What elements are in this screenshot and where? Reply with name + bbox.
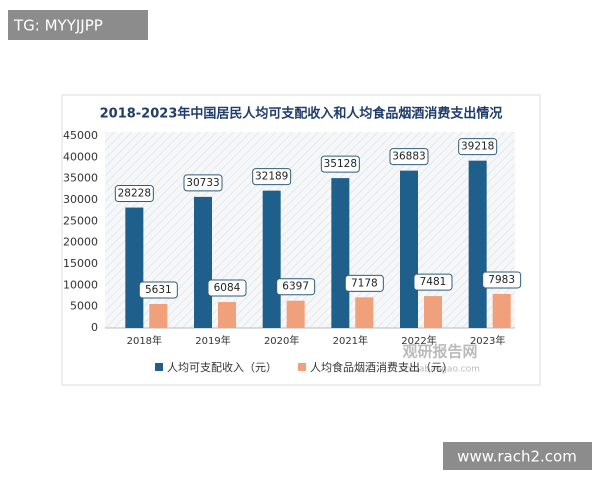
value-label-box: [276, 278, 316, 296]
x-tick-label: 2022年: [401, 334, 436, 347]
y-tick-label: 35000: [63, 172, 98, 185]
watermark-box: [443, 442, 592, 470]
value-label: 6397: [282, 281, 309, 293]
y-tick-label: 10000: [63, 278, 98, 291]
source-watermark: chinabaogao.com: [400, 365, 480, 375]
watermark: www.rach2.com: [457, 448, 577, 466]
bar: [218, 302, 236, 328]
y-tick-label: 0: [91, 321, 98, 334]
x-tick-label: 2021年: [333, 334, 368, 347]
value-label: 5631: [145, 284, 172, 296]
value-label-box: [207, 279, 247, 297]
chart-title: 2018-2023年中国居民人均可支配收入和人均食品烟酒消费支出情况: [100, 106, 503, 122]
value-label-box: [114, 185, 154, 203]
bar: [262, 190, 281, 328]
value-label: 7178: [351, 277, 378, 289]
value-label: 7983: [488, 274, 515, 286]
value-label-box: [413, 273, 453, 291]
legend-swatch: [155, 363, 163, 371]
y-tick-label: 30000: [63, 193, 98, 206]
bar: [194, 196, 212, 328]
value-label: 28228: [118, 188, 151, 200]
value-label: 6084: [214, 282, 241, 294]
legend-label: 人均食品烟酒消费支出（元）: [310, 360, 453, 374]
watermark-box: [8, 10, 148, 40]
plot-area: [105, 132, 515, 328]
legend-swatch: [298, 363, 306, 371]
bar: [492, 293, 511, 328]
value-label-box: [458, 138, 498, 156]
value-label: 36883: [392, 151, 425, 163]
bar: [400, 170, 418, 328]
value-label: 32189: [255, 171, 288, 183]
legend-label: 人均可支配收入（元）: [167, 360, 277, 374]
bar: [149, 303, 168, 328]
y-tick-label: 20000: [63, 236, 98, 249]
value-label: 30733: [186, 177, 219, 189]
value-label-box: [344, 274, 384, 292]
x-tick-label: 2019年: [195, 334, 230, 347]
bar: [355, 297, 374, 328]
value-label: 39218: [461, 141, 494, 153]
y-tick-label: 40000: [63, 150, 98, 163]
value-label-box: [183, 174, 223, 192]
y-tick-label: 45000: [63, 129, 98, 142]
value-label: 7481: [420, 276, 447, 288]
bar: [331, 178, 350, 328]
value-label: 35128: [324, 158, 357, 170]
value-label-box: [252, 168, 292, 186]
x-tick-label: 2023年: [470, 334, 505, 347]
watermark: TG: MYYJJPP: [13, 17, 103, 35]
bar: [424, 296, 442, 328]
value-label-box: [482, 271, 522, 289]
value-label-box: [138, 281, 178, 299]
x-tick-label: 2020年: [264, 334, 299, 347]
x-tick-label: 2018年: [127, 334, 162, 347]
y-tick-label: 25000: [63, 214, 98, 227]
y-tick-label: 5000: [70, 300, 98, 313]
y-tick-label: 15000: [63, 257, 98, 270]
bar: [286, 300, 305, 328]
bar: [125, 207, 144, 328]
bar: [468, 160, 487, 328]
source-watermark: 观研报告网: [402, 343, 477, 361]
value-label-box: [320, 155, 360, 173]
value-label-box: [389, 148, 429, 166]
